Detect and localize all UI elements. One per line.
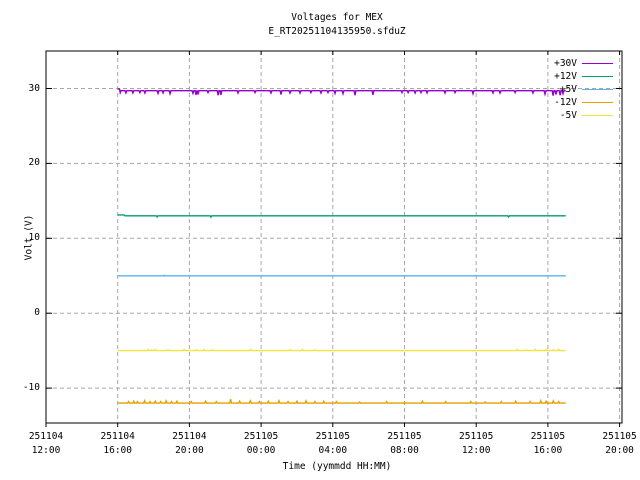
y-tick-label: 30 bbox=[28, 82, 40, 94]
legend-line-sample bbox=[582, 102, 613, 103]
x-tick-label: 251104 12:00 bbox=[28, 431, 64, 456]
series-line-+30v bbox=[117, 88, 566, 97]
x-tick-label: 251105 08:00 bbox=[387, 431, 422, 456]
plot-border bbox=[45, 50, 623, 424]
y-tick-label: 20 bbox=[28, 157, 40, 169]
x-tick-label: 251105 12:00 bbox=[459, 431, 494, 456]
legend-label: +5V bbox=[559, 84, 577, 95]
legend-label: +30V bbox=[554, 58, 577, 69]
series-line-+5v bbox=[117, 274, 566, 277]
x-tick-label: 251105 20:00 bbox=[602, 431, 637, 456]
x-tick-label: 251105 04:00 bbox=[315, 431, 350, 456]
x-tick-label: 251105 00:00 bbox=[243, 431, 279, 456]
y-tick-label: 10 bbox=[28, 232, 40, 244]
x-tick-label: 251104 20:00 bbox=[172, 431, 207, 456]
y-tick-label: -10 bbox=[22, 382, 40, 394]
chart-subtitle: E_RT20251104135950.sfduZ bbox=[268, 26, 406, 37]
chart-title: Voltages for MEX bbox=[291, 12, 383, 23]
series-line-+12v bbox=[117, 214, 566, 219]
legend-entry: +30V bbox=[0, 57, 640, 70]
legend-label: -12V bbox=[554, 97, 577, 108]
legend-line-sample bbox=[582, 76, 613, 77]
legend-line-sample bbox=[582, 63, 613, 64]
y-tick-label: 0 bbox=[34, 307, 40, 319]
legend-label: -5V bbox=[559, 110, 577, 121]
x-axis-label: Time (yymmdd HH:MM) bbox=[282, 461, 392, 472]
x-tick-label: 251104 16:00 bbox=[100, 431, 135, 456]
legend-label: +12V bbox=[554, 71, 577, 82]
x-tick-label: 251105 16:00 bbox=[530, 431, 566, 456]
legend-line-sample bbox=[582, 89, 613, 90]
legend-entry: +5V bbox=[0, 83, 640, 96]
legend-entry: -5V bbox=[0, 109, 640, 122]
legend-entry: -12V bbox=[0, 96, 640, 109]
series-line--5v bbox=[117, 348, 566, 352]
legend-entry: +12V bbox=[0, 70, 640, 83]
legend-line-sample bbox=[582, 115, 613, 116]
series-line--12v bbox=[117, 398, 566, 404]
